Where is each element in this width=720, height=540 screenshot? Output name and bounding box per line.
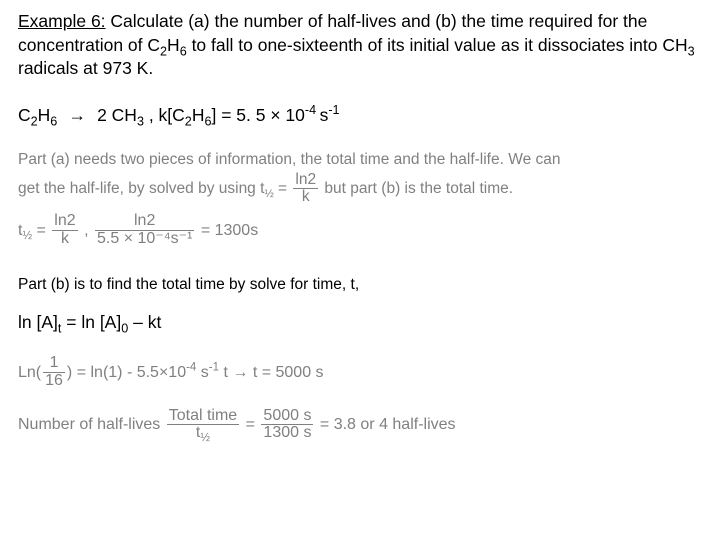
half-lives-count: Number of half-lives Total timet½ = 5000… <box>18 408 702 443</box>
part-b-calculation: Ln(116) = ln(1) - 5.5×10-4 s-1 t → t = 5… <box>18 355 702 390</box>
part-b-intro: Part (b) is to find the total time by so… <box>18 276 702 294</box>
example-label: Example 6: <box>18 11 106 31</box>
solution-part-a-text: Part (a) needs two pieces of information… <box>18 148 702 206</box>
reaction-equation: C2H6 → 2 CH3 , k[C2H6] = 5. 5 × 10-4 s-1 <box>18 105 702 126</box>
problem-statement: Example 6: Calculate (a) the number of h… <box>18 10 702 81</box>
half-life-formula: ln2k <box>293 172 318 206</box>
half-life-calculation: t½ = ln2k , ln25.5 × 10⁻⁴s⁻¹ = 1300s <box>18 213 702 248</box>
integrated-rate-law: ln [A]t = ln [A]0 – kt <box>18 312 702 333</box>
reaction-arrow: → <box>62 105 92 126</box>
